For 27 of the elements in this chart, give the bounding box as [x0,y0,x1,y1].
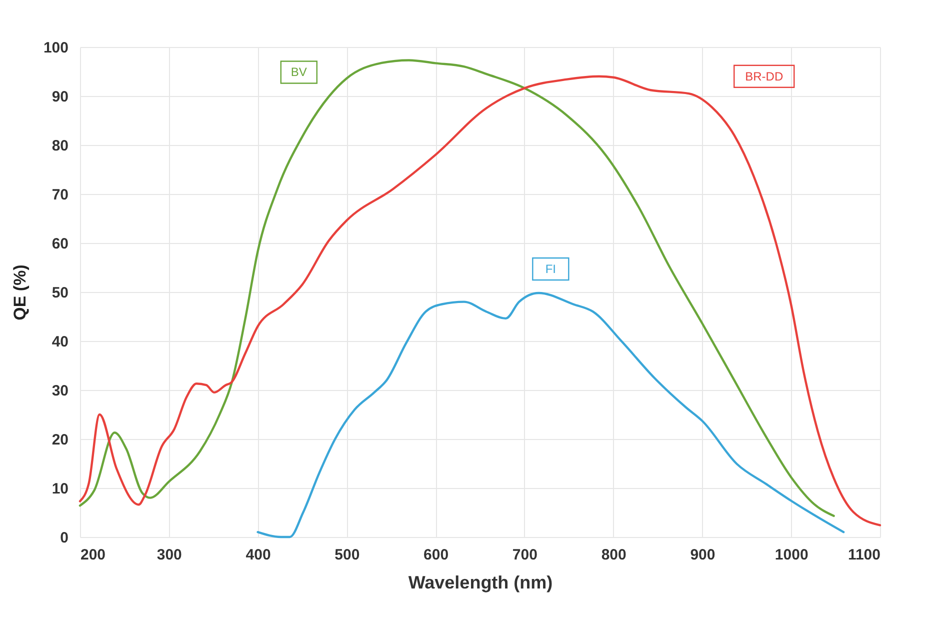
y-tick-label: 100 [43,40,68,56]
x-tick-label: 800 [601,546,626,564]
x-axis-title: Wavelength (nm) [408,572,553,592]
series-label: FI [545,262,556,276]
x-tick-label: 700 [512,546,538,564]
x-tick-label: 900 [690,546,716,564]
x-tick-label: 200 [80,546,106,564]
y-tick-label: 90 [52,88,68,106]
x-tick-label: 1000 [774,546,808,564]
y-tick-label: 50 [52,284,68,302]
text: BV [290,65,307,80]
y-tick-label: 40 [52,334,68,350]
y-tick-label: 70 [52,186,68,204]
x-tick-label: 400 [246,546,271,564]
x-tick-label: 1100 [848,546,880,564]
x-tick-label: 300 [156,546,182,564]
y-tick-label: 30 [52,382,68,400]
y-axis-title: QE (%) [10,264,30,320]
y-tick-label: 80 [52,138,68,154]
y-tick-label: 0 [60,530,68,546]
y-tick-label: 10 [52,480,68,498]
y-tick-label: 20 [52,432,68,448]
line-series [256,292,845,538]
x-tick-label: 500 [334,546,360,564]
y-tick-label: 60 [52,236,68,252]
text: BR-DD [745,69,784,84]
x-tick-label: 600 [424,546,449,564]
